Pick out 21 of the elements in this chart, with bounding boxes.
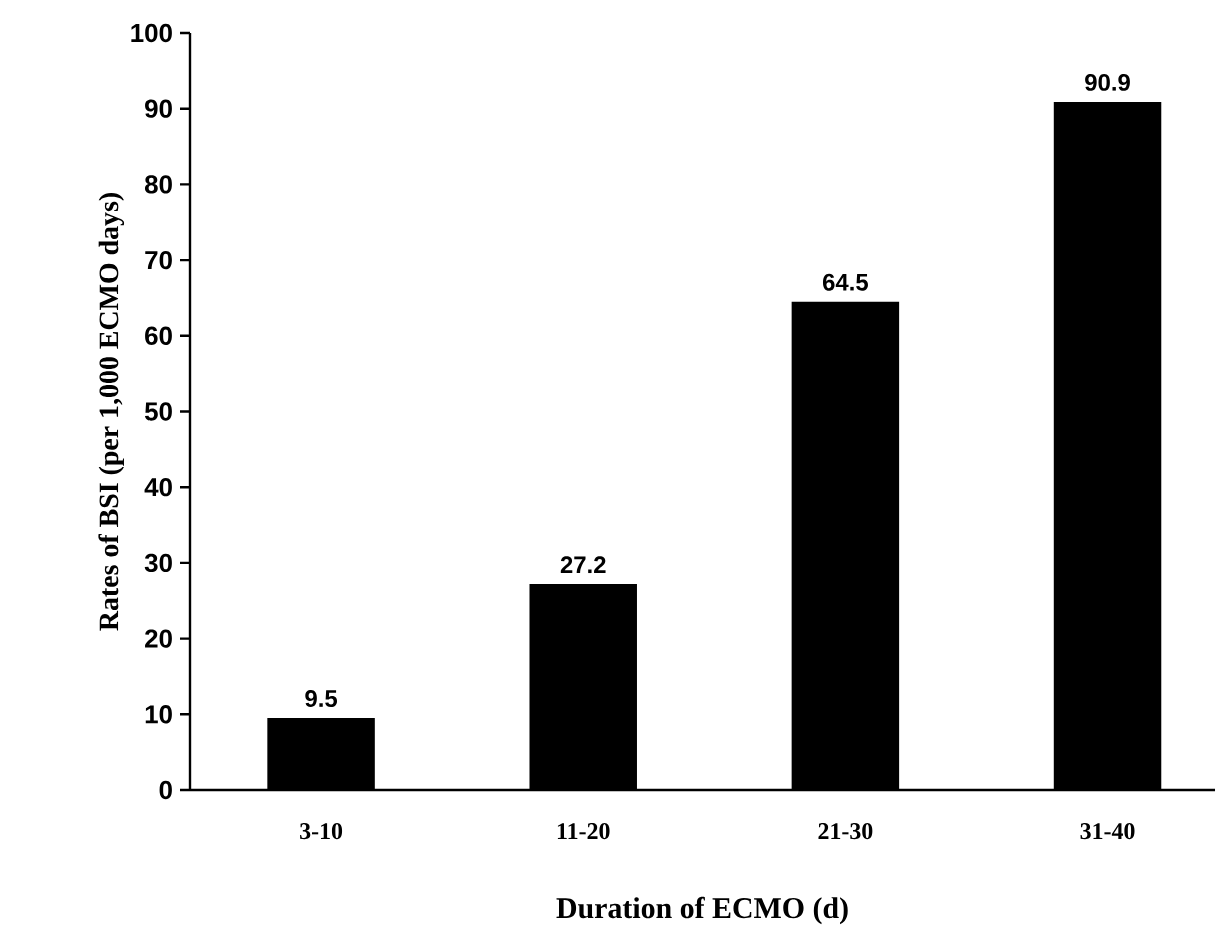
y-tick-label: 40 xyxy=(144,478,172,497)
y-tick-label: 80 xyxy=(144,175,172,194)
y-tick-label: 100 xyxy=(131,23,172,43)
x-tick-label: 31-40 xyxy=(1080,823,1135,840)
y-tick-label: 60 xyxy=(145,326,172,345)
y-axis-title: Rates of BSI (per 1,000 ECMO days) xyxy=(98,193,125,631)
data-label: 27.2 xyxy=(560,556,606,574)
y-tick-label: 50 xyxy=(144,402,172,421)
y-tick-label: 10 xyxy=(145,705,172,724)
data-label: 9.5 xyxy=(305,690,338,708)
y-tick-label: 0 xyxy=(159,780,172,800)
x-tick-label: 3-10 xyxy=(300,823,343,840)
x-axis-title: Duration of ECMO (d) xyxy=(556,896,848,925)
x-tick-label: 21-30 xyxy=(818,823,873,840)
y-tick-label: 90 xyxy=(145,99,172,118)
x-tick-label: 11-20 xyxy=(557,823,610,840)
y-tick-label: 20 xyxy=(145,629,172,648)
data-label: 64.5 xyxy=(822,273,868,291)
y-tick-label: 70 xyxy=(145,250,172,270)
y-tick-label: 30 xyxy=(144,553,172,573)
data-label: 90.9 xyxy=(1085,73,1130,91)
